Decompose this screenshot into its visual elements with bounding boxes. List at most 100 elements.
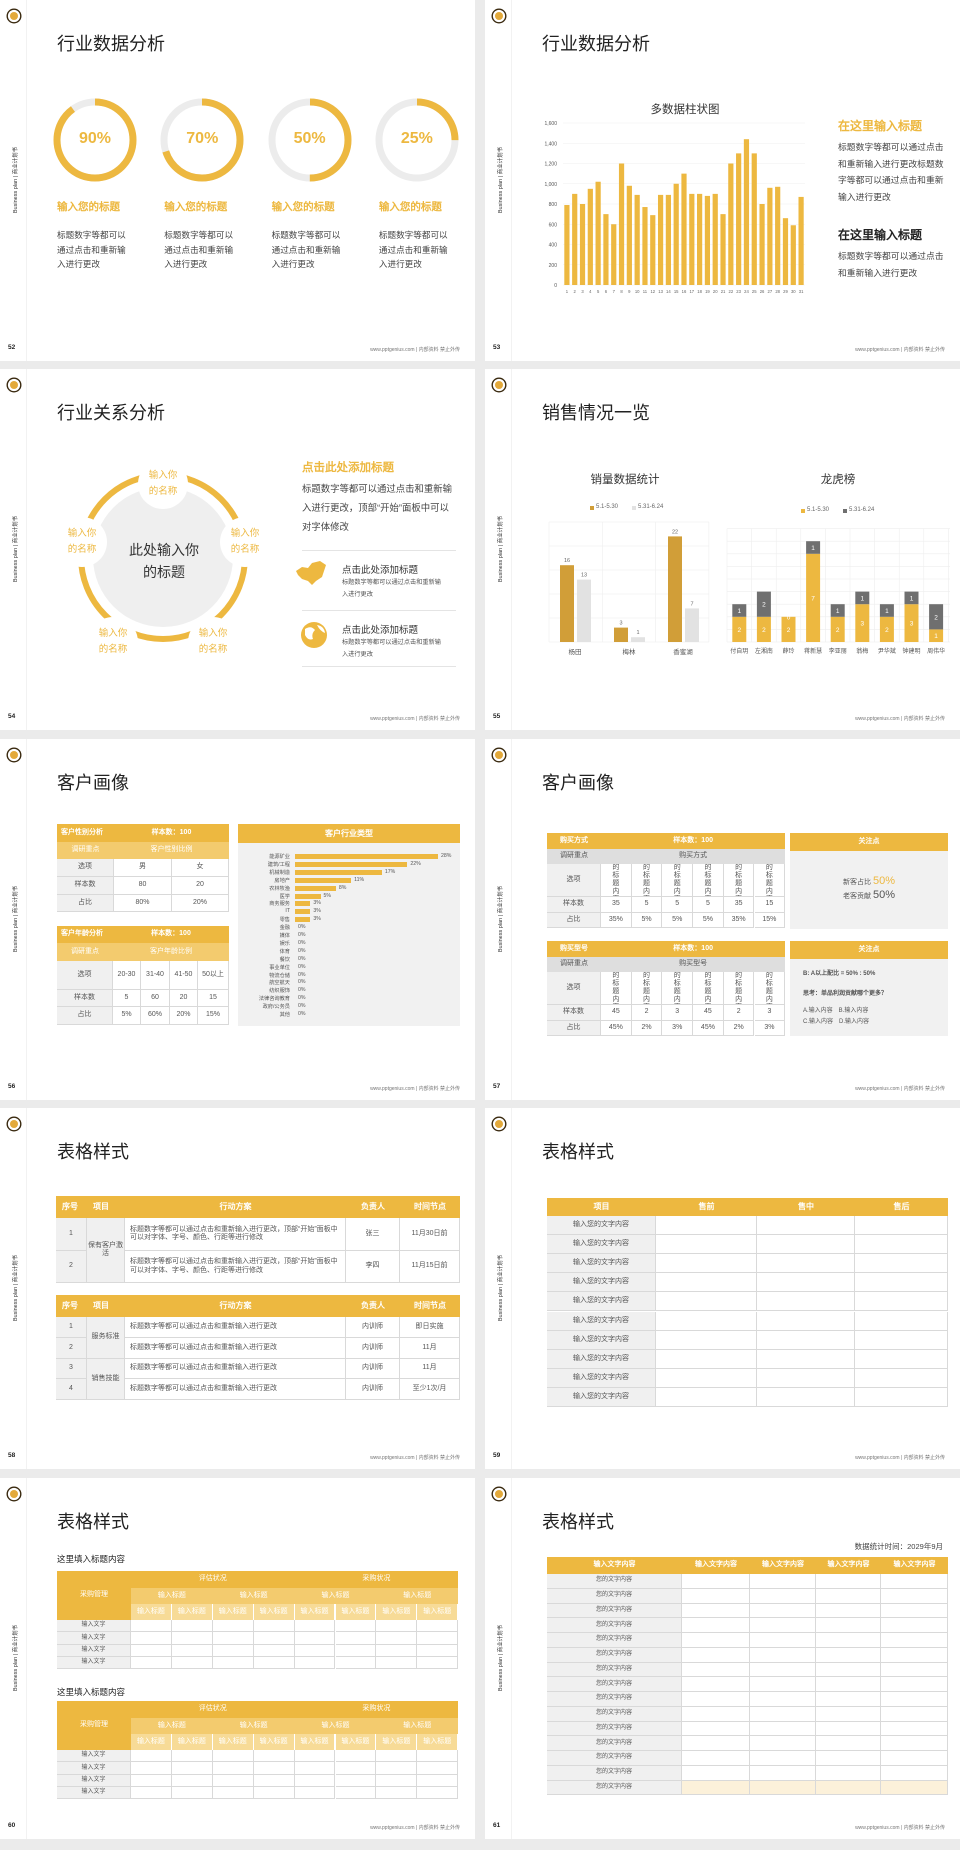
empty-cell: [656, 1368, 757, 1388]
row-label: 您的文字内容: [547, 1706, 682, 1722]
category-label: 薛玲: [782, 647, 794, 655]
table-cell: 5: [113, 990, 141, 1007]
slide-title: 行业数据分析: [542, 34, 650, 54]
logo-emblem-icon: [491, 747, 507, 763]
option-cell: 您的标题内容: [662, 972, 694, 1005]
bar-segment: [855, 604, 870, 642]
industry-value: 11%: [354, 876, 365, 883]
empty-cell: [253, 1750, 295, 1763]
table-cell: 35%: [723, 913, 755, 928]
table-header: 项目: [547, 1198, 656, 1216]
item-title: 点击此处添加标题: [342, 565, 419, 576]
chart-title: 龙虎榜: [820, 474, 856, 486]
section-subtitle: 这里填入标题内容: [57, 1554, 126, 1564]
row-label: 占比: [547, 913, 601, 928]
empty-cell: [816, 1647, 881, 1663]
node-backdrop: [138, 459, 188, 509]
industry-value: 0%: [298, 963, 306, 970]
empty-cell: [881, 1647, 948, 1663]
page-number: 54: [8, 713, 16, 720]
y-tick-label: 1,600: [544, 121, 557, 127]
industry-value: 3%: [313, 900, 321, 907]
table-cell: 20-30: [113, 961, 141, 990]
x-tick-label: 2: [574, 289, 577, 294]
y-tick-label: 0: [554, 283, 557, 289]
text-body: 标题数字等都可以通过点击和重新输入进行更改标题数字等都可以通过点击和重新输入进行…: [838, 142, 944, 203]
table-cell: 2%: [723, 1021, 755, 1036]
empty-cell: [757, 1273, 855, 1293]
empty-cell: [881, 1618, 948, 1633]
empty-cell: [750, 1618, 816, 1633]
row-label: 输入您的文字内容: [547, 1292, 656, 1312]
table-header: 负责人: [346, 1196, 400, 1218]
empty-cell: [376, 1774, 418, 1787]
bar: [782, 218, 789, 285]
ring-percent: 25%: [400, 130, 433, 147]
china-map-icon: [296, 561, 326, 585]
row-label: 选项: [57, 859, 114, 877]
industry-value: 0%: [298, 932, 306, 938]
x-tick-label: 23: [736, 289, 741, 294]
empty-cell: [816, 1603, 881, 1619]
empty-cell: [131, 1632, 172, 1645]
empty-cell: [757, 1368, 855, 1388]
footer-text: www.pptgenius.com | 内部资料 禁止外传: [855, 347, 945, 353]
x-tick-label: 27: [768, 289, 773, 294]
ring-body: 标题数字等都可以通过点击和重新输入进行更改: [271, 230, 341, 269]
x-tick-label: 19: [705, 289, 710, 294]
page-number: 61: [493, 1822, 501, 1829]
table-cell: 3%: [662, 1021, 694, 1036]
subsub-header: 输入标题: [417, 1734, 459, 1750]
node-backdrop: [88, 617, 138, 664]
subsub-header: 输入标题: [253, 1604, 295, 1620]
empty-cell: [212, 1644, 254, 1657]
industry-bar: [295, 885, 336, 891]
slide-53: Business plan | 商业计划书 53 www.pptgenius.com…: [485, 0, 960, 361]
logo-core: [10, 381, 18, 389]
bar: [689, 193, 695, 285]
row-number: 1: [56, 1317, 87, 1338]
bar-segment: [806, 541, 821, 554]
segment-label: 0: [787, 614, 791, 621]
industry-value: 0%: [298, 971, 306, 978]
legend-swatch: [843, 509, 847, 513]
bar-segment: [781, 616, 796, 642]
slide-title: 表格样式: [542, 1512, 614, 1532]
empty-cell: [294, 1620, 336, 1633]
x-tick-label: 25: [752, 289, 757, 294]
x-tick-label: 6: [605, 289, 608, 294]
bar-segment: [929, 629, 944, 642]
legend-swatch: [801, 509, 805, 513]
table-cell: 60%: [141, 1007, 170, 1025]
empty-cell: [253, 1644, 295, 1657]
subsub-header: 输入标题: [294, 1734, 336, 1750]
table-cell: 3: [754, 1005, 786, 1021]
table-cell: 20%: [170, 1007, 198, 1025]
option-cell: 您的标题内容: [693, 864, 724, 897]
empty-cell: [750, 1647, 816, 1663]
bar: [728, 163, 734, 285]
x-tick-label: 12: [650, 289, 655, 294]
empty-cell: [294, 1656, 336, 1670]
x-tick-label: 4: [589, 289, 592, 294]
table-header: 序号: [56, 1295, 87, 1317]
empty-cell: [253, 1762, 295, 1775]
table-cell: 5%: [113, 1007, 141, 1025]
sidebar-text: Business plan | 商业计划书: [498, 1254, 504, 1322]
empty-cell: [682, 1736, 750, 1751]
table-cell: 15: [754, 897, 786, 913]
table-cell: 2: [631, 1005, 663, 1021]
sub-header: 输入标题: [212, 1588, 295, 1604]
empty-cell: [212, 1656, 254, 1670]
category-label: 钟建明: [902, 647, 920, 655]
table-cell: 5%: [662, 913, 694, 928]
row-label: 您的文字内容: [547, 1647, 682, 1663]
x-tick-label: 11: [643, 289, 648, 294]
node-backdrop: [188, 617, 238, 664]
industry-value: 0%: [298, 939, 306, 946]
empty-cell: [750, 1603, 816, 1619]
bar: [611, 224, 617, 285]
empty-cell: [212, 1750, 254, 1763]
subsub-header: 输入标题: [171, 1734, 213, 1750]
bar-segment: [756, 591, 771, 617]
